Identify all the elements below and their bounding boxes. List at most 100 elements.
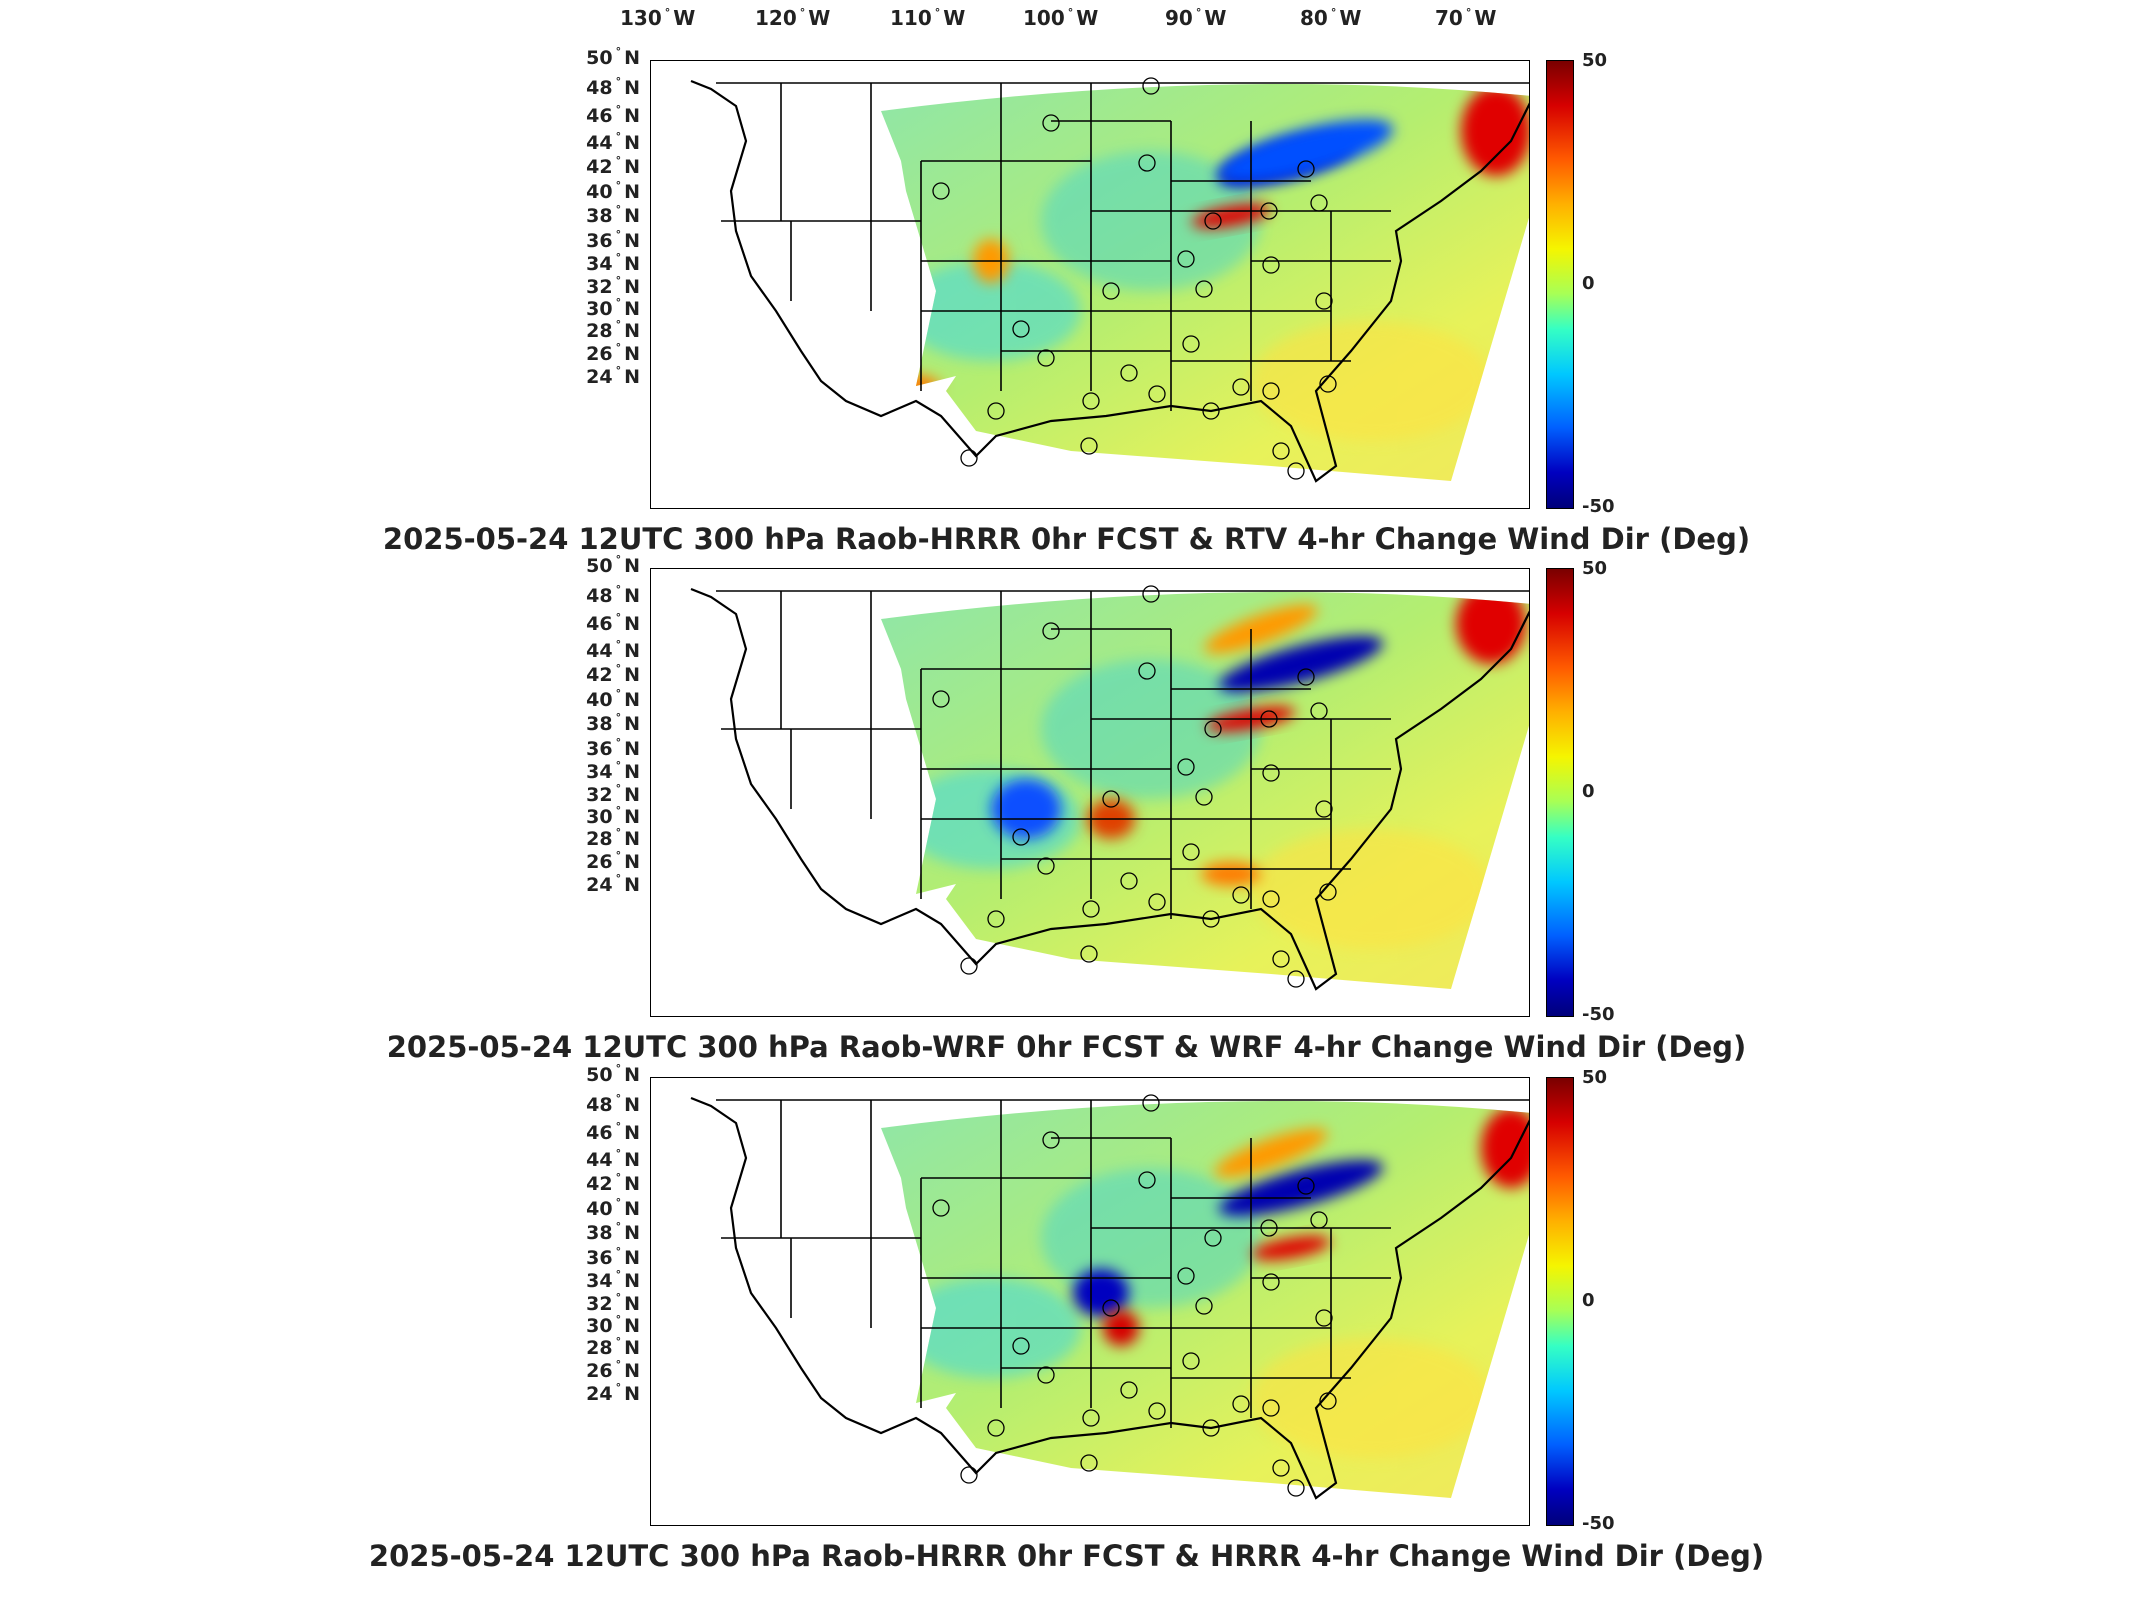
raob-station-marker	[987, 1419, 1005, 1437]
lat-label-44n: 44 ° N	[586, 1147, 640, 1171]
raob-station-marker	[1297, 668, 1315, 686]
raob-station-marker	[1080, 437, 1098, 455]
lon-label-120w: 120 ° W	[755, 6, 831, 30]
raob-station-marker	[1262, 764, 1280, 782]
lat-label-38n: 38 ° N	[586, 711, 640, 735]
raob-station-marker	[1272, 442, 1290, 460]
raob-station-marker	[1315, 800, 1333, 818]
raob-station-marker	[1319, 883, 1337, 901]
lat-label-28n: 28 ° N	[586, 826, 640, 850]
lat-label-50n: 50 ° N	[586, 553, 640, 577]
raob-station-marker	[1148, 893, 1166, 911]
raob-station-marker	[1262, 1273, 1280, 1291]
raob-station-marker	[960, 1466, 978, 1484]
raob-station-marker	[1204, 212, 1222, 230]
raob-station-marker	[1202, 1419, 1220, 1437]
raob-station-marker	[1315, 292, 1333, 310]
coastline	[690, 1096, 1529, 1500]
raob-station-marker	[1182, 1352, 1200, 1370]
lon-label-70w: 70 ° W	[1435, 6, 1497, 30]
raob-station-marker	[1287, 462, 1305, 480]
lat-label-32n: 32 ° N	[586, 274, 640, 298]
lat-label-30n: 30 ° N	[586, 296, 640, 320]
raob-station-marker	[1319, 375, 1337, 393]
raob-station-marker	[1204, 720, 1222, 738]
panel-title: 2025-05-24 12UTC 300 hPa Raob-HRRR 0hr F…	[368, 1539, 1765, 1573]
colorbar-min-label: -50	[1582, 496, 1615, 517]
lat-label-44n: 44 ° N	[586, 130, 640, 154]
lat-label-28n: 28 ° N	[586, 1335, 640, 1359]
lat-label-40n: 40 ° N	[586, 179, 640, 203]
colorbar-max-label: 50	[1582, 50, 1608, 71]
raob-station-marker	[1082, 392, 1100, 410]
raob-station-marker	[1138, 662, 1156, 680]
lat-label-46n: 46 ° N	[586, 103, 640, 127]
lat-label-40n: 40 ° N	[586, 687, 640, 711]
raob-station-marker	[1297, 1177, 1315, 1195]
raob-station-marker	[1037, 1366, 1055, 1384]
lat-label-38n: 38 ° N	[586, 203, 640, 227]
raob-station-marker	[1148, 385, 1166, 403]
raob-station-marker	[1204, 1229, 1222, 1247]
raob-station-marker	[1102, 282, 1120, 300]
raob-station-marker	[932, 1199, 950, 1217]
raob-station-marker	[1012, 320, 1030, 338]
colorbar-max-label: 50	[1582, 1067, 1608, 1088]
raob-station-marker	[1287, 1479, 1305, 1497]
lat-label-30n: 30 ° N	[586, 804, 640, 828]
raob-station-marker	[1182, 335, 1200, 353]
raob-station-marker	[1232, 1395, 1250, 1413]
raob-station-marker	[987, 910, 1005, 928]
colorbar	[1546, 568, 1574, 1017]
lat-label-46n: 46 ° N	[586, 1120, 640, 1144]
raob-station-marker	[1262, 1399, 1280, 1417]
raob-station-marker	[1120, 1381, 1138, 1399]
panel-title: 2025-05-24 12UTC 300 hPa Raob-WRF 0hr FC…	[386, 1030, 1747, 1064]
raob-station-marker	[1042, 1131, 1060, 1149]
raob-station-marker	[1260, 202, 1278, 220]
lat-label-50n: 50 ° N	[586, 1062, 640, 1086]
raob-station-marker	[1232, 886, 1250, 904]
raob-station-marker	[1262, 256, 1280, 274]
wind-field	[881, 1108, 1529, 1498]
lat-label-40n: 40 ° N	[586, 1196, 640, 1220]
raob-station-marker	[960, 449, 978, 467]
raob-station-marker	[1138, 1171, 1156, 1189]
raob-station-marker	[1148, 1402, 1166, 1420]
raob-station-marker	[1202, 910, 1220, 928]
colorbar-mid-label: 0	[1582, 1290, 1595, 1311]
lat-label-48n: 48 ° N	[586, 583, 640, 607]
raob-station-marker	[1142, 1094, 1160, 1112]
raob-station-marker	[932, 690, 950, 708]
lon-label-90w: 90 ° W	[1165, 6, 1227, 30]
lat-label-32n: 32 ° N	[586, 1291, 640, 1315]
raob-station-marker	[1042, 622, 1060, 640]
lat-label-24n: 24 ° N	[586, 1381, 640, 1405]
lat-label-26n: 26 ° N	[586, 341, 640, 365]
raob-station-marker	[1310, 1211, 1328, 1229]
lat-label-34n: 34 ° N	[586, 759, 640, 783]
colorbar-max-label: 50	[1582, 558, 1608, 579]
lat-label-26n: 26 ° N	[586, 1358, 640, 1382]
lat-label-34n: 34 ° N	[586, 1268, 640, 1292]
raob-station-marker	[1272, 1459, 1290, 1477]
raob-station-marker	[1082, 1409, 1100, 1427]
map-frame	[650, 1077, 1530, 1526]
raob-station-marker	[1177, 1267, 1195, 1285]
lat-label-36n: 36 ° N	[586, 1245, 640, 1269]
lat-label-50n: 50 ° N	[586, 45, 640, 69]
raob-station-marker	[1202, 402, 1220, 420]
raob-station-marker	[1082, 900, 1100, 918]
raob-station-marker	[1037, 857, 1055, 875]
map-frame	[650, 60, 1530, 509]
raob-station-marker	[960, 957, 978, 975]
raob-station-marker	[1037, 349, 1055, 367]
raob-station-marker	[1102, 1299, 1120, 1317]
raob-station-marker	[1177, 758, 1195, 776]
raob-station-marker	[1080, 1454, 1098, 1472]
raob-station-marker	[1260, 1219, 1278, 1237]
raob-station-marker	[1142, 585, 1160, 603]
raob-station-marker	[1042, 114, 1060, 132]
raob-station-marker	[932, 182, 950, 200]
colorbar-min-label: -50	[1582, 1513, 1615, 1534]
